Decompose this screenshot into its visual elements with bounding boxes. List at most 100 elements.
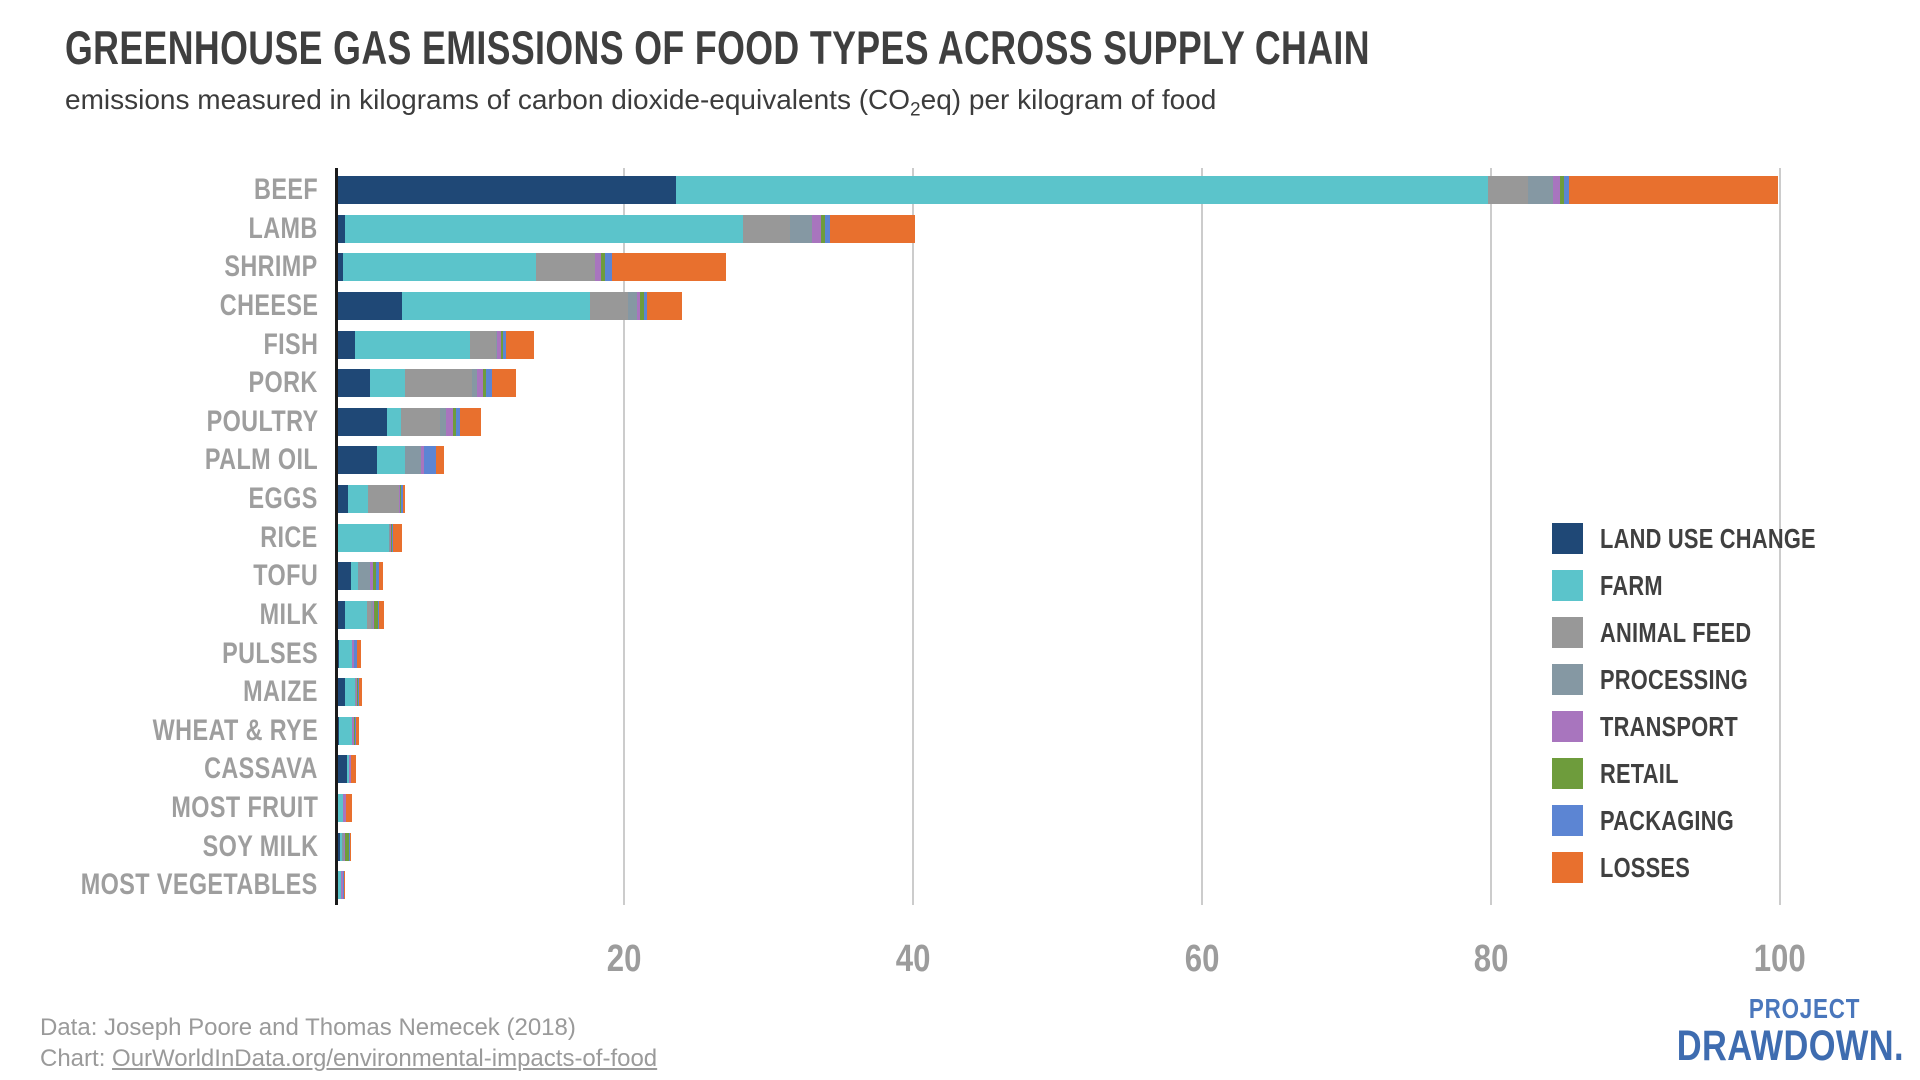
segment-processing — [790, 214, 812, 243]
legend-item-transport: TRANSPORT — [1552, 711, 1877, 742]
category-label-poultry: POULTRY — [0, 404, 318, 438]
segment-land-use-change — [338, 214, 346, 243]
segment-processing — [358, 562, 370, 591]
bar-row-most-fruit — [338, 794, 353, 823]
segment-packaging — [456, 407, 461, 436]
legend-swatch-animal-feed — [1552, 617, 1583, 648]
project-drawdown-logo: PROJECT DRAWDOWN. — [1620, 995, 1904, 1068]
segment-retail — [1559, 176, 1565, 204]
legend-label-text: PROCESSING — [1600, 663, 1748, 695]
segment-land-use-change — [338, 485, 349, 514]
legend-item-processing: PROCESSING — [1552, 664, 1877, 695]
segment-losses — [492, 369, 516, 398]
x-tick-60: 60 — [1142, 938, 1262, 981]
chart-subtitle: emissions measured in kilograms of carbo… — [65, 84, 1216, 122]
legend-label-farm: FARM — [1600, 570, 1681, 602]
logo-project-text: PROJECT — [1748, 993, 1860, 1024]
y-axis-line — [335, 168, 338, 905]
segment-processing — [354, 678, 356, 707]
segment-animal-feed — [1488, 176, 1528, 204]
category-label-pork: PORK — [0, 366, 318, 400]
segment-retail — [391, 523, 392, 552]
category-label-text: PULSES — [222, 636, 318, 670]
segment-losses — [506, 330, 535, 359]
category-label-cheese: CHEESE — [0, 290, 318, 320]
segment-transport — [369, 562, 373, 591]
page-title: GREENHOUSE GAS EMISSIONS OF FOOD TYPES A… — [65, 20, 1782, 75]
category-label-soy-milk: SOY MILK — [0, 831, 318, 861]
segment-animal-feed — [367, 485, 399, 514]
segment-processing — [1527, 176, 1553, 204]
category-label-text: PORK — [248, 366, 318, 400]
segment-farm — [348, 485, 368, 514]
bar-row-fish — [338, 330, 535, 359]
segment-animal-feed — [470, 330, 497, 359]
x-tick-40: 40 — [853, 938, 973, 981]
legend-label-losses: LOSSES — [1600, 852, 1715, 884]
segment-packaging — [376, 562, 380, 591]
segment-land-use-change — [338, 291, 402, 320]
segment-animal-feed — [590, 291, 628, 320]
segment-transport — [372, 600, 375, 629]
segment-losses — [460, 407, 481, 436]
category-label-milk: MILK — [0, 599, 318, 629]
segment-packaging — [644, 291, 647, 320]
segment-farm — [345, 214, 743, 243]
segment-farm — [339, 832, 343, 861]
segment-farm — [355, 330, 471, 359]
segment-losses — [357, 639, 361, 668]
gridline-60 — [1201, 168, 1203, 905]
category-label-text: MAIZE — [243, 675, 318, 709]
segment-losses — [356, 716, 360, 745]
category-label-text: FISH — [263, 327, 318, 361]
segment-losses — [646, 291, 682, 320]
segment-farm — [338, 871, 342, 900]
segment-processing — [351, 716, 353, 745]
x-tick-100: 100 — [1720, 938, 1840, 981]
category-label-text: POULTRY — [206, 404, 318, 438]
legend-label-text: RETAIL — [1600, 757, 1679, 789]
segment-processing — [496, 330, 497, 359]
segment-land-use-change — [338, 176, 677, 204]
x-tick-text: 60 — [1184, 938, 1220, 980]
segment-transport — [389, 523, 392, 552]
segment-packaging — [377, 600, 380, 629]
segment-packaging — [343, 871, 344, 900]
category-label-text: MOST VEGETABLES — [81, 868, 318, 902]
category-label-text: PALM OIL — [204, 443, 318, 477]
segment-packaging — [486, 369, 493, 398]
segment-land-use-change — [338, 446, 377, 475]
x-tick-20: 20 — [564, 938, 684, 981]
subtitle-post: eq) per kilogram of food — [920, 84, 1217, 115]
segment-retail — [501, 330, 503, 359]
segment-packaging — [400, 485, 404, 514]
segment-retail — [345, 832, 349, 861]
segment-transport — [1552, 176, 1560, 204]
segment-processing — [388, 523, 390, 552]
logo-line-drawdown: DRAWDOWN. — [1620, 1025, 1904, 1068]
legend-label-text: PACKAGING — [1600, 804, 1734, 836]
segment-losses — [393, 523, 402, 552]
data-source-line: Data: Joseph Poore and Thomas Nemecek (2… — [40, 1014, 576, 1041]
bar-row-pulses — [338, 639, 361, 668]
legend-item-packaging: PACKAGING — [1552, 805, 1877, 836]
legend-label-text: FARM — [1600, 569, 1663, 601]
segment-farm — [347, 755, 349, 784]
category-label-eggs: EGGS — [0, 484, 318, 514]
category-label-text: CASSAVA — [204, 752, 318, 786]
chart-source-link[interactable]: OurWorldInData.org/environmental-impacts… — [112, 1045, 658, 1072]
legend: LAND USE CHANGE FARM ANIMAL FEED PROCESSING… — [1552, 523, 1877, 899]
category-label-palm-oil: PALM OIL — [0, 443, 318, 477]
segment-retail — [482, 369, 487, 398]
segment-losses — [346, 794, 353, 823]
logo-line-project: PROJECT — [1620, 995, 1860, 1023]
segment-processing — [342, 832, 345, 861]
segment-losses — [358, 678, 362, 707]
bar-row-milk — [338, 600, 385, 629]
segment-farm — [342, 253, 537, 282]
gridline-40 — [912, 168, 914, 905]
bar-row-most-vegetables — [338, 871, 345, 900]
segment-packaging — [355, 716, 357, 745]
gridline-100 — [1779, 168, 1781, 905]
segment-retail — [357, 678, 358, 707]
